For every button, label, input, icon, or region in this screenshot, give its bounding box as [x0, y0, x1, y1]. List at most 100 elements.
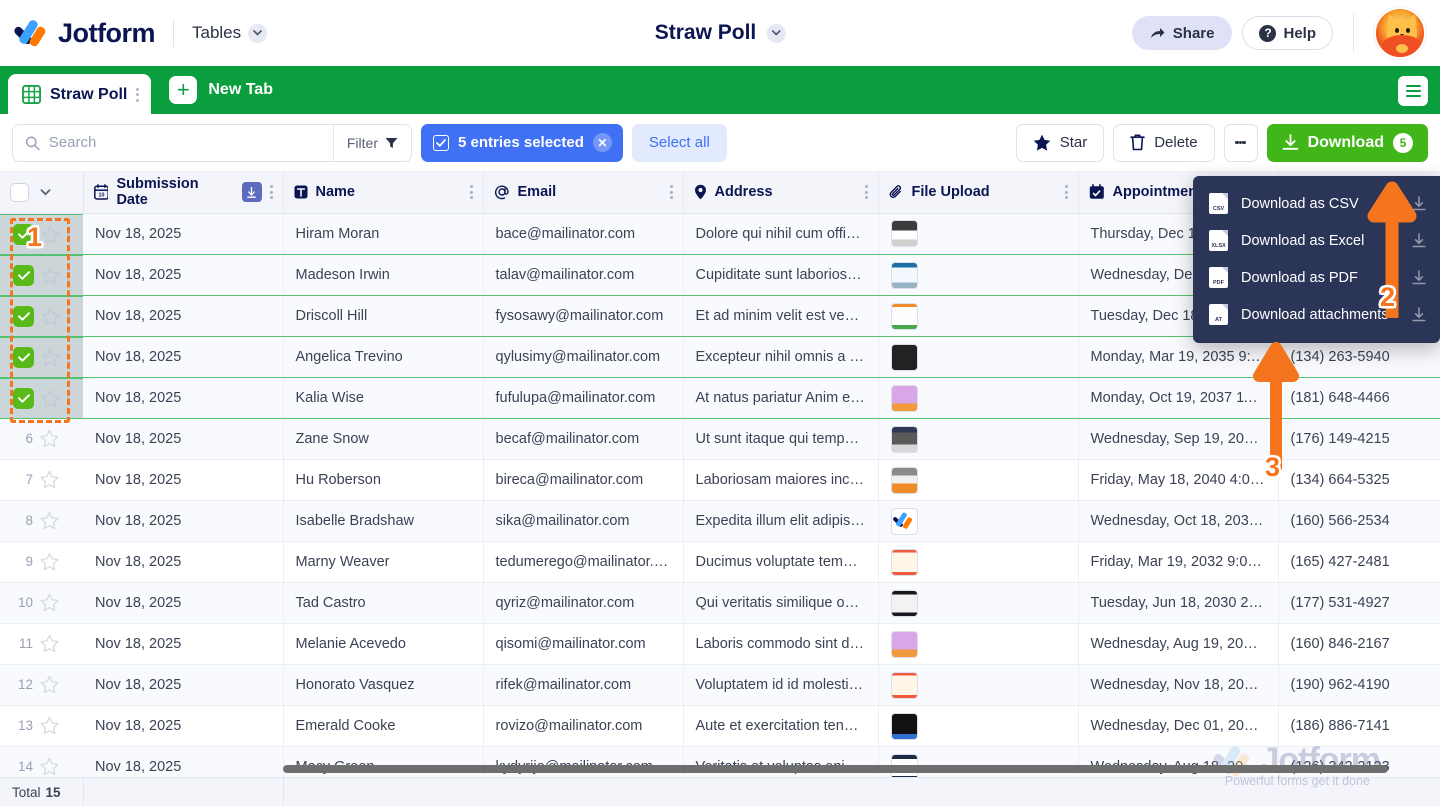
cell-name[interactable]: Driscoll Hill — [283, 295, 484, 337]
row-checkbox-checked[interactable] — [13, 387, 34, 409]
file-thumbnail[interactable] — [890, 220, 918, 248]
form-title-area[interactable]: Straw Poll — [655, 21, 786, 45]
cell-phone[interactable]: (160) 846-2167 — [1278, 623, 1440, 665]
star-icon[interactable] — [40, 675, 59, 694]
row-select-cell[interactable]: 6 — [0, 418, 83, 460]
cell-address[interactable]: Expedita illum elit adipisci ... — [683, 500, 879, 542]
table-row[interactable]: 8 Nov 18, 2025 Isabelle Bradshaw sika@maili… — [0, 500, 1440, 542]
cell-file-upload[interactable] — [878, 623, 1079, 665]
file-thumbnail[interactable] — [890, 630, 918, 658]
cell-name[interactable]: Honorato Vasquez — [283, 664, 484, 706]
column-header-email[interactable]: Email — [483, 172, 684, 214]
cell-name[interactable]: Angelica Trevino — [283, 336, 484, 378]
search-input[interactable] — [48, 134, 333, 151]
cell-phone[interactable]: (181) 648-4466 — [1278, 377, 1440, 419]
cell-address[interactable]: Dolore qui nihil cum officii... — [683, 212, 879, 255]
file-thumbnail[interactable] — [890, 712, 918, 740]
cell-name[interactable]: Melanie Acevedo — [283, 623, 484, 665]
download-arrow-icon[interactable] — [1412, 307, 1426, 322]
cell-file-upload[interactable] — [878, 295, 1079, 337]
column-header-address[interactable]: Address — [683, 172, 879, 214]
selection-chip[interactable]: 5 entries selected ✕ — [421, 123, 623, 162]
cell-email[interactable]: fufulupa@mailinator.com — [483, 377, 684, 419]
download-arrow-icon[interactable] — [1412, 233, 1426, 248]
column-header-name[interactable]: Name — [283, 172, 484, 214]
row-checkbox-checked[interactable] — [13, 264, 34, 286]
tab-straw-poll[interactable]: Straw Poll — [8, 74, 152, 115]
cell-address[interactable]: Ducimus voluptate tempor... — [683, 541, 879, 583]
cell-file-upload[interactable] — [878, 254, 1079, 296]
column-menu-icon[interactable] — [1064, 185, 1068, 200]
menu-item-download-pdf[interactable]: PDF Download as PDF — [1193, 259, 1440, 296]
cell-submission-date[interactable]: Nov 18, 2025 — [83, 295, 284, 337]
table-row[interactable]: 11 Nov 18, 2025 Melanie Acevedo qisomi@mail… — [0, 623, 1440, 665]
cell-name[interactable]: Emerald Cooke — [283, 705, 484, 747]
cell-phone[interactable]: (165) 427-2481 — [1278, 541, 1440, 583]
cell-appointment[interactable]: Wednesday, Nov 18, 2026 ... — [1078, 664, 1279, 706]
cell-file-upload[interactable] — [878, 500, 1079, 542]
cell-submission-date[interactable]: Nov 18, 2025 — [83, 664, 284, 706]
cell-appointment[interactable]: Wednesday, Oct 18, 2034 ... — [1078, 500, 1279, 542]
cell-appointment[interactable]: Wednesday, Aug 19, 2037 ... — [1078, 623, 1279, 665]
cell-email[interactable]: qylusimy@mailinator.com — [483, 336, 684, 378]
cell-phone[interactable]: (177) 531-4927 — [1278, 582, 1440, 624]
cell-submission-date[interactable]: Nov 18, 2025 — [83, 500, 284, 542]
cell-address[interactable]: Laboriosam maiores incid... — [683, 459, 879, 501]
file-thumbnail[interactable] — [890, 343, 918, 371]
menu-item-download-csv[interactable]: CSV Download as CSV — [1193, 185, 1440, 222]
menu-item-download-excel[interactable]: XLSX Download as Excel — [1193, 222, 1440, 259]
clear-selection-icon[interactable]: ✕ — [592, 133, 612, 152]
chevron-down-icon[interactable] — [248, 23, 268, 43]
table-row[interactable]: 10 Nov 18, 2025 Tad Castro qyriz@mailinator… — [0, 582, 1440, 624]
cell-email[interactable]: becaf@mailinator.com — [483, 418, 684, 460]
cell-file-upload[interactable] — [878, 705, 1079, 747]
cell-submission-date[interactable]: Nov 18, 2025 — [83, 254, 284, 296]
cell-appointment[interactable]: Friday, Mar 19, 2032 9:00 ... — [1078, 541, 1279, 583]
cell-phone[interactable]: (134) 263-5940 — [1278, 336, 1440, 378]
cell-name[interactable]: Marny Weaver — [283, 541, 484, 583]
cell-address[interactable]: Qui veritatis similique opti... — [683, 582, 879, 624]
more-options-icon[interactable] — [1223, 123, 1258, 162]
chevron-down-icon[interactable] — [40, 189, 51, 196]
row-checkbox-checked[interactable] — [13, 305, 34, 327]
file-thumbnail[interactable] — [890, 548, 918, 576]
cell-address[interactable]: Et ad minim velit est venia... — [683, 295, 879, 337]
column-header-submission-date[interactable]: 10 Submission Date — [83, 172, 284, 214]
form-title-chevron-down-icon[interactable] — [766, 23, 786, 43]
cell-email[interactable]: qyriz@mailinator.com — [483, 582, 684, 624]
filter-button[interactable]: Filter — [332, 124, 411, 161]
cell-email[interactable]: sika@mailinator.com — [483, 500, 684, 542]
cell-name[interactable]: Madeson Irwin — [283, 254, 484, 296]
brand-area[interactable]: Jotform — [0, 18, 156, 49]
header-select-all-cell[interactable] — [0, 172, 84, 214]
cell-file-upload[interactable] — [878, 336, 1079, 378]
help-button[interactable]: ? Help — [1242, 16, 1333, 50]
menu-item-download-attachments[interactable]: AT Download attachments — [1193, 296, 1440, 333]
cell-name[interactable]: Tad Castro — [283, 582, 484, 624]
row-checkbox-checked[interactable] — [13, 346, 34, 368]
star-icon[interactable] — [40, 470, 59, 489]
cell-file-upload[interactable] — [878, 212, 1079, 255]
cell-phone[interactable]: (134) 664-5325 — [1278, 459, 1440, 501]
table-row[interactable]: 7 Nov 18, 2025 Hu Roberson bireca@mailinato… — [0, 459, 1440, 501]
file-thumbnail[interactable] — [890, 425, 918, 453]
cell-submission-date[interactable]: Nov 18, 2025 — [83, 336, 284, 378]
search-field-area[interactable] — [13, 134, 333, 151]
tables-menu[interactable]: Tables — [192, 23, 268, 43]
star-icon[interactable] — [40, 593, 59, 612]
cell-address[interactable]: Voluptatem id id molestiae... — [683, 664, 879, 706]
star-icon[interactable] — [41, 266, 60, 285]
pin-icon[interactable] — [241, 182, 262, 203]
cell-submission-date[interactable]: Nov 18, 2025 — [83, 212, 284, 255]
star-icon[interactable] — [41, 307, 60, 326]
row-select-cell[interactable]: 8 — [0, 500, 83, 542]
star-icon[interactable] — [40, 511, 59, 530]
column-menu-icon[interactable] — [269, 185, 273, 200]
cell-email[interactable]: tedumerego@mailinator.c... — [483, 541, 684, 583]
cell-file-upload[interactable] — [878, 377, 1079, 419]
cell-submission-date[interactable]: Nov 18, 2025 — [83, 705, 284, 747]
star-icon[interactable] — [40, 552, 59, 571]
cell-submission-date[interactable]: Nov 18, 2025 — [83, 377, 284, 419]
cell-submission-date[interactable]: Nov 18, 2025 — [83, 541, 284, 583]
star-button[interactable]: Star — [1015, 123, 1105, 162]
